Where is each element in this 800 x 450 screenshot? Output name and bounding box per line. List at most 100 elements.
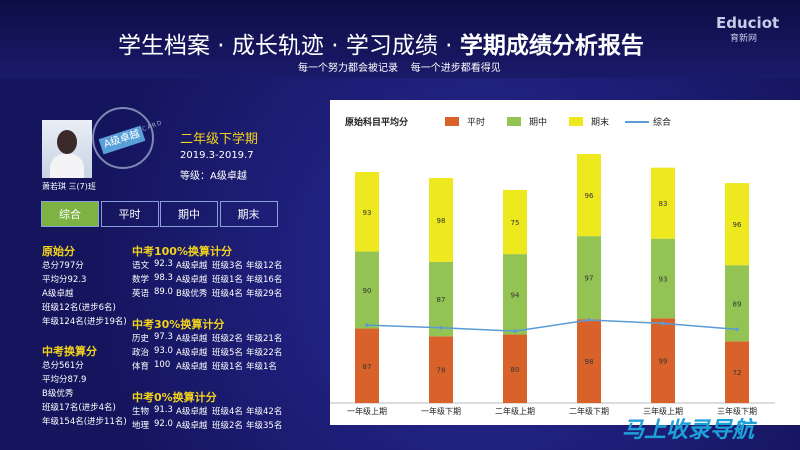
line-point xyxy=(587,318,591,322)
value-label: 87 xyxy=(363,363,372,371)
table-cell: 班级1名 xyxy=(212,275,243,285)
bar-segment xyxy=(577,319,601,403)
line-point xyxy=(661,321,665,326)
bar-segment xyxy=(725,183,749,266)
table-cell: 年级22名 xyxy=(246,348,283,358)
summary-line: 总分797分 xyxy=(42,261,84,271)
subtitle: 每一个努力都会被记录 每一个进步都看得见 xyxy=(298,63,501,74)
bar-segment xyxy=(355,328,379,403)
dates: 2019.3-2019.7 xyxy=(180,150,254,161)
line-point xyxy=(365,323,369,327)
legend-label: 期中 xyxy=(529,116,547,128)
x-tick-label: 二年级上期 xyxy=(495,406,535,416)
photo-body xyxy=(50,154,84,178)
x-tick-label: 一年级下期 xyxy=(421,406,461,416)
table-cell: 班级5名 xyxy=(212,348,243,358)
table-cell: 91.3 xyxy=(154,405,173,415)
bar-segment xyxy=(577,154,601,237)
tab[interactable]: 期中 xyxy=(160,201,218,227)
table-cell: 100 xyxy=(154,360,171,370)
bar-segment xyxy=(429,261,453,337)
value-label: 99 xyxy=(659,358,668,366)
legend-label: 综合 xyxy=(653,116,671,128)
legend-swatch xyxy=(569,117,583,126)
table-cell: 班级1名 xyxy=(212,362,243,372)
summary-line: 年级154名(进步11名) xyxy=(42,417,127,427)
tab[interactable]: 综合 xyxy=(41,201,99,227)
value-label: 97 xyxy=(585,275,594,283)
tab[interactable]: 期末 xyxy=(219,201,278,227)
value-label: 87 xyxy=(437,296,446,304)
logo: Educiot xyxy=(716,14,780,32)
value-label: 90 xyxy=(363,287,372,295)
tab[interactable]: 平时 xyxy=(100,201,159,227)
bar-segment xyxy=(429,177,453,262)
level: 等级：A级卓越 xyxy=(180,171,247,182)
table-cell: 89.0 xyxy=(154,287,173,297)
legend-swatch xyxy=(507,117,521,126)
bar-segment xyxy=(355,171,379,252)
watermark: 马上收录导航 xyxy=(622,418,755,443)
table-cell: 班级3名 xyxy=(212,261,243,271)
bar-segment xyxy=(503,254,527,335)
term: 二年级下学期 xyxy=(180,132,259,147)
value-label: 93 xyxy=(659,276,668,284)
title-text: 学生档案 · 成长轨迹 · 学习成绩 · xyxy=(118,33,460,59)
student-name: 萧若琪 三(7)班 xyxy=(42,182,96,191)
x-tick-label: 三年级下期 xyxy=(717,406,757,416)
logo-sub: 育新网 xyxy=(730,34,758,44)
chart-title: 原始科目平均分 xyxy=(345,116,408,128)
table-cell: 体育 xyxy=(132,362,150,372)
bar-segment xyxy=(503,189,527,255)
table-cell: 年级21名 xyxy=(246,334,283,344)
chart-panel xyxy=(330,100,800,425)
bar-segment xyxy=(429,336,453,403)
table-cell: 年级16名 xyxy=(246,275,283,285)
summary-line: 总分561分 xyxy=(42,361,84,371)
value-label: 96 xyxy=(733,221,742,229)
table-cell: A级卓越 xyxy=(176,261,208,271)
table-cell: A级卓越 xyxy=(176,334,208,344)
table-cell: 92.3 xyxy=(154,259,173,269)
title-bold: 学期成绩分析报告 xyxy=(459,33,644,59)
x-tick-label: 二年级下期 xyxy=(569,406,609,416)
table-cell: 98.3 xyxy=(154,273,173,283)
table-cell: 年级29名 xyxy=(246,289,283,299)
value-label: 75 xyxy=(511,219,520,227)
table-cell: 年级12名 xyxy=(246,261,283,271)
header-band xyxy=(0,0,800,78)
bar-segment xyxy=(355,251,379,329)
value-label: 80 xyxy=(511,366,520,374)
value-label: 89 xyxy=(733,300,742,308)
photo-head xyxy=(57,130,77,154)
summary-line: 平均分92.3 xyxy=(42,275,87,285)
line-point xyxy=(439,325,443,330)
table-cell: A级卓越 xyxy=(176,407,208,417)
summary-line: A级卓越 xyxy=(42,289,74,299)
summary-line: 班级17名(进步4名) xyxy=(42,403,116,413)
bar-segment xyxy=(651,167,675,239)
table-cell: 年级1名 xyxy=(246,362,277,372)
table-cell: A级卓越 xyxy=(176,362,208,372)
section-title: 原始分 xyxy=(42,245,75,258)
table-cell: 语文 xyxy=(132,261,150,271)
table-cell: 班级2名 xyxy=(212,421,243,431)
title: 学生档案 · 成长轨迹 · 学习成绩 · 学期成绩分析报告 xyxy=(118,26,644,60)
table-cell: 政治 xyxy=(132,348,150,358)
table-cell: 班级4名 xyxy=(212,407,243,417)
value-label: 98 xyxy=(585,358,594,366)
summary-line: 年级124名(进步19名) xyxy=(42,317,127,327)
legend-label: 平时 xyxy=(467,116,485,128)
bar-segment xyxy=(577,236,601,320)
summary-line: 班级12名(进步6名) xyxy=(42,303,116,313)
section-title: 中考0%换算计分 xyxy=(132,391,217,404)
table-cell: 生物 xyxy=(132,407,150,417)
value-label: 78 xyxy=(437,367,446,375)
summary-line: 平均分87.9 xyxy=(42,375,87,385)
value-label: 83 xyxy=(659,200,668,208)
section-title: 中考30%换算计分 xyxy=(132,318,225,331)
table-cell: 历史 xyxy=(132,334,150,344)
bar-segment xyxy=(651,318,675,403)
